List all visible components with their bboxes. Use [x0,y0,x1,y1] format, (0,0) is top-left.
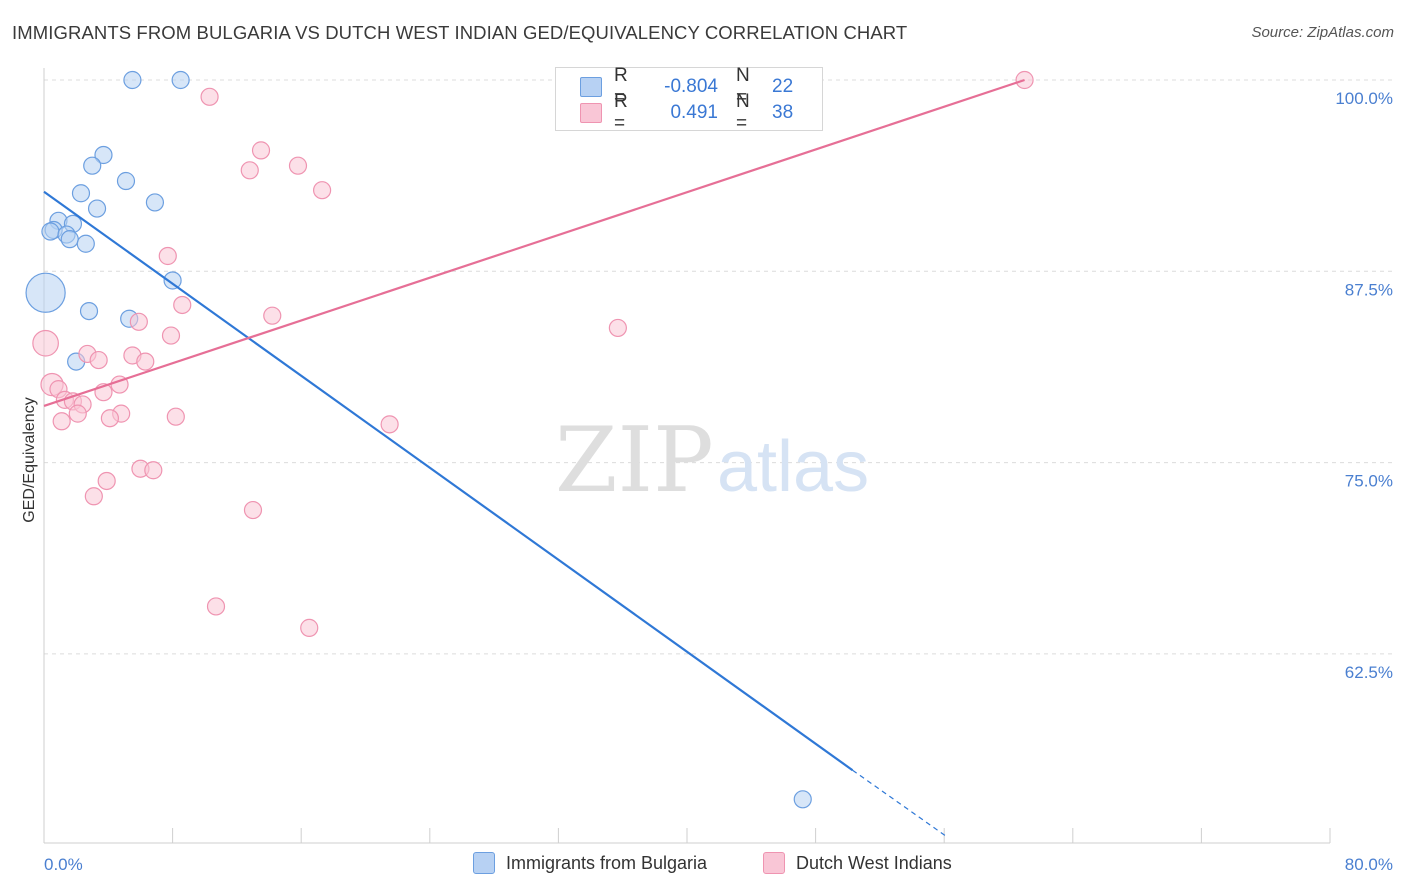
point-dutch-west-indians [380,415,399,434]
point-bulgaria [87,199,107,218]
point-dutch-west-indians [243,500,263,520]
point-dutch-west-indians [136,352,155,371]
point-bulgaria [171,70,190,90]
legend-r-value: -0.804 [664,76,718,97]
trend-line-bulgaria [43,190,854,772]
point-dutch-west-indians [68,404,87,423]
legend-n-label: N = [736,91,750,134]
point-bulgaria [76,234,95,253]
point-dutch-west-indians [100,409,120,428]
point-bulgaria [79,301,99,321]
point-dutch-west-indians [84,487,103,506]
x-tick-label: 80.0% [1345,855,1393,874]
y-tick-label: 75.0% [1345,472,1393,491]
point-bulgaria [60,230,79,249]
point-dutch-west-indians [288,156,308,175]
legend-n-value: 22 [772,76,794,97]
y-axis-title: GED/Equivalency [21,397,38,523]
y-tick-label: 62.5% [1345,663,1393,682]
point-dutch-west-indians [97,471,116,491]
point-bulgaria [123,70,142,90]
point-dutch-west-indians [161,326,181,345]
point-bulgaria [94,145,113,165]
y-tick-label: 100.0% [1335,89,1393,108]
x-tick-label: 0.0% [44,855,83,874]
data-points [25,70,1034,809]
point-dutch-west-indians [52,412,71,431]
watermark-zip: ZIP [555,408,714,513]
bottom-legend-item-dutch-west-indians: Dutch West Indians [763,852,952,874]
legend-r-value: 0.491 [670,102,718,123]
point-dutch-west-indians [89,350,108,370]
point-dutch-west-indians [144,461,163,480]
point-dutch-west-indians [300,618,319,637]
point-dutch-west-indians [608,318,627,338]
point-dutch-west-indians [166,407,185,426]
stats-legend: R = -0.804 N = 22 R = 0.491 N = 38 [555,65,823,134]
bottom-legend-swatch-blue [473,852,495,874]
legend-swatch-pink [580,103,602,123]
legend-r-label: R = [614,65,628,108]
legend-swatch-blue [580,77,602,97]
point-bulgaria [793,790,812,809]
point-dutch-west-indians [158,246,177,266]
y-tick-label: 87.5% [1345,280,1393,299]
point-dutch-west-indians [173,295,192,315]
point-bulgaria [83,156,102,175]
point-bulgaria [163,271,182,290]
point-bulgaria [116,171,136,191]
point-dutch-west-indians [206,597,226,616]
watermark-atlas: atlas [717,427,869,507]
bottom-legend-label: Dutch West Indians [796,852,952,873]
trend-lines [43,78,1025,837]
trend-line-dutch-west-indians [43,78,1025,408]
bottom-legend-label: Immigrants from Bulgaria [506,852,708,873]
axes [43,68,1330,844]
point-bulgaria [25,272,66,313]
trend-line-extension [852,769,947,837]
legend-n-value: 38 [772,102,794,123]
legend-n-label: N = [736,65,750,108]
point-bulgaria [71,184,91,203]
source-label: Source: ZipAtlas.com [1251,24,1394,41]
point-dutch-west-indians [240,161,259,180]
tick-labels: 62.5% 75.0% 87.5% 100.0% 0.0% 80.0% [44,89,1393,874]
bottom-legend-item-bulgaria: Immigrants from Bulgaria [473,852,707,874]
point-dutch-west-indians [200,87,219,106]
chart-title: IMMIGRANTS FROM BULGARIA VS DUTCH WEST I… [12,22,908,43]
point-dutch-west-indians [312,181,332,200]
legend-r-label: R = [614,91,628,134]
point-dutch-west-indians [263,306,282,325]
point-dutch-west-indians [32,329,59,357]
point-dutch-west-indians [251,141,271,160]
point-bulgaria [41,222,60,241]
watermark: ZIP atlas [555,408,869,513]
bottom-legend-swatch-pink [763,852,785,874]
point-bulgaria [145,193,165,212]
grid-lines [43,79,1392,843]
point-dutch-west-indians [129,312,148,331]
